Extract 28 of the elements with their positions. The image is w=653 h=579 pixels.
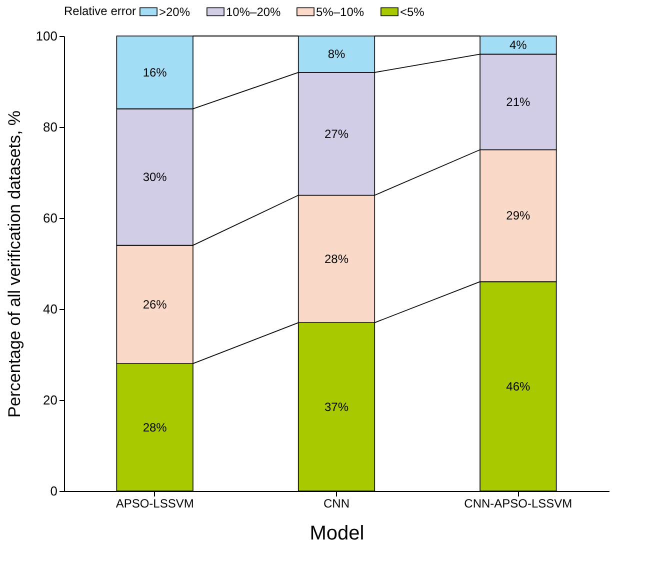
x-axis-title: Model xyxy=(310,522,364,544)
data-label: 37% xyxy=(324,400,349,414)
data-label: 28% xyxy=(142,420,168,434)
data-label: 30% xyxy=(142,170,168,184)
y-tick-label: 80 xyxy=(43,120,58,134)
y-tick-label: 60 xyxy=(43,210,58,226)
legend-title: Relative error xyxy=(64,4,136,18)
data-label: 29% xyxy=(506,208,530,223)
data-label: 21% xyxy=(506,94,530,109)
legend-label: <5% xyxy=(400,4,425,19)
y-tick-label: 0 xyxy=(50,484,58,498)
y-tick-label: 40 xyxy=(43,302,58,316)
x-tick-label: APSO-LSSVM xyxy=(116,496,194,510)
data-label: 16% xyxy=(142,65,168,80)
x-tick-label: CNN-APSO-LSSVM xyxy=(464,496,572,510)
legend-label: >20% xyxy=(159,4,190,19)
legend-label: 5%–10% xyxy=(316,4,364,19)
y-tick-label: 100 xyxy=(36,28,58,44)
legend-label: 10%–20% xyxy=(226,4,282,19)
y-tick-label: 20 xyxy=(43,392,58,408)
data-label: 46% xyxy=(506,379,530,394)
data-label: 8% xyxy=(328,47,346,62)
x-tick-label: CNN xyxy=(324,496,350,510)
data-label: 4% xyxy=(509,38,528,52)
data-label: 28% xyxy=(324,252,349,266)
data-label: 27% xyxy=(324,126,349,141)
y-axis-title: Percentage of all verification datasets, % xyxy=(4,110,24,418)
data-label: 26% xyxy=(142,297,168,312)
